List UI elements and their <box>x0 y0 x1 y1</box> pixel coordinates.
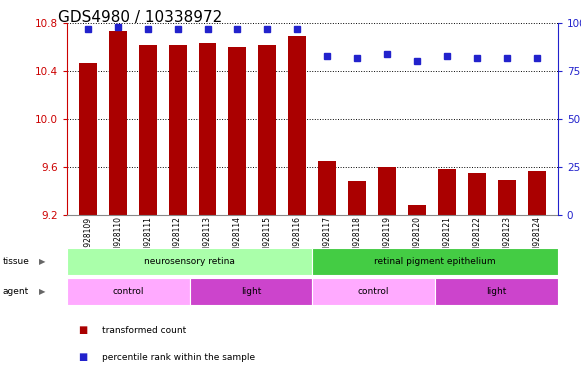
Bar <box>67 248 313 275</box>
Bar <box>435 278 558 305</box>
Text: agent: agent <box>3 287 29 296</box>
Bar <box>67 278 189 305</box>
Bar <box>259 45 277 215</box>
Bar <box>228 47 246 215</box>
Text: retinal pigment epithelium: retinal pigment epithelium <box>374 257 496 266</box>
Text: light: light <box>486 287 507 296</box>
Bar <box>348 182 366 215</box>
Text: control: control <box>113 287 144 296</box>
Text: GDS4980 / 10338972: GDS4980 / 10338972 <box>58 10 223 25</box>
Bar <box>468 173 486 215</box>
Bar <box>378 167 396 215</box>
Bar <box>498 180 516 215</box>
Text: transformed count: transformed count <box>102 326 186 335</box>
Bar <box>199 43 217 215</box>
Bar <box>528 170 546 215</box>
Text: ■: ■ <box>78 352 88 362</box>
Bar <box>313 248 558 275</box>
Text: neurosensory retina: neurosensory retina <box>144 257 235 266</box>
Text: ▶: ▶ <box>39 287 46 296</box>
Text: control: control <box>358 287 389 296</box>
Text: light: light <box>241 287 261 296</box>
Text: tissue: tissue <box>3 257 30 266</box>
Bar <box>139 45 157 215</box>
Bar <box>288 36 306 215</box>
Bar <box>318 161 336 215</box>
Text: percentile rank within the sample: percentile rank within the sample <box>102 353 255 362</box>
Bar <box>109 31 127 215</box>
Text: ■: ■ <box>78 325 88 335</box>
Bar <box>189 278 313 305</box>
Bar <box>438 169 456 215</box>
Text: ▶: ▶ <box>39 257 46 266</box>
Bar <box>168 45 187 215</box>
Bar <box>313 278 435 305</box>
Bar <box>79 63 97 215</box>
Bar <box>408 205 426 215</box>
